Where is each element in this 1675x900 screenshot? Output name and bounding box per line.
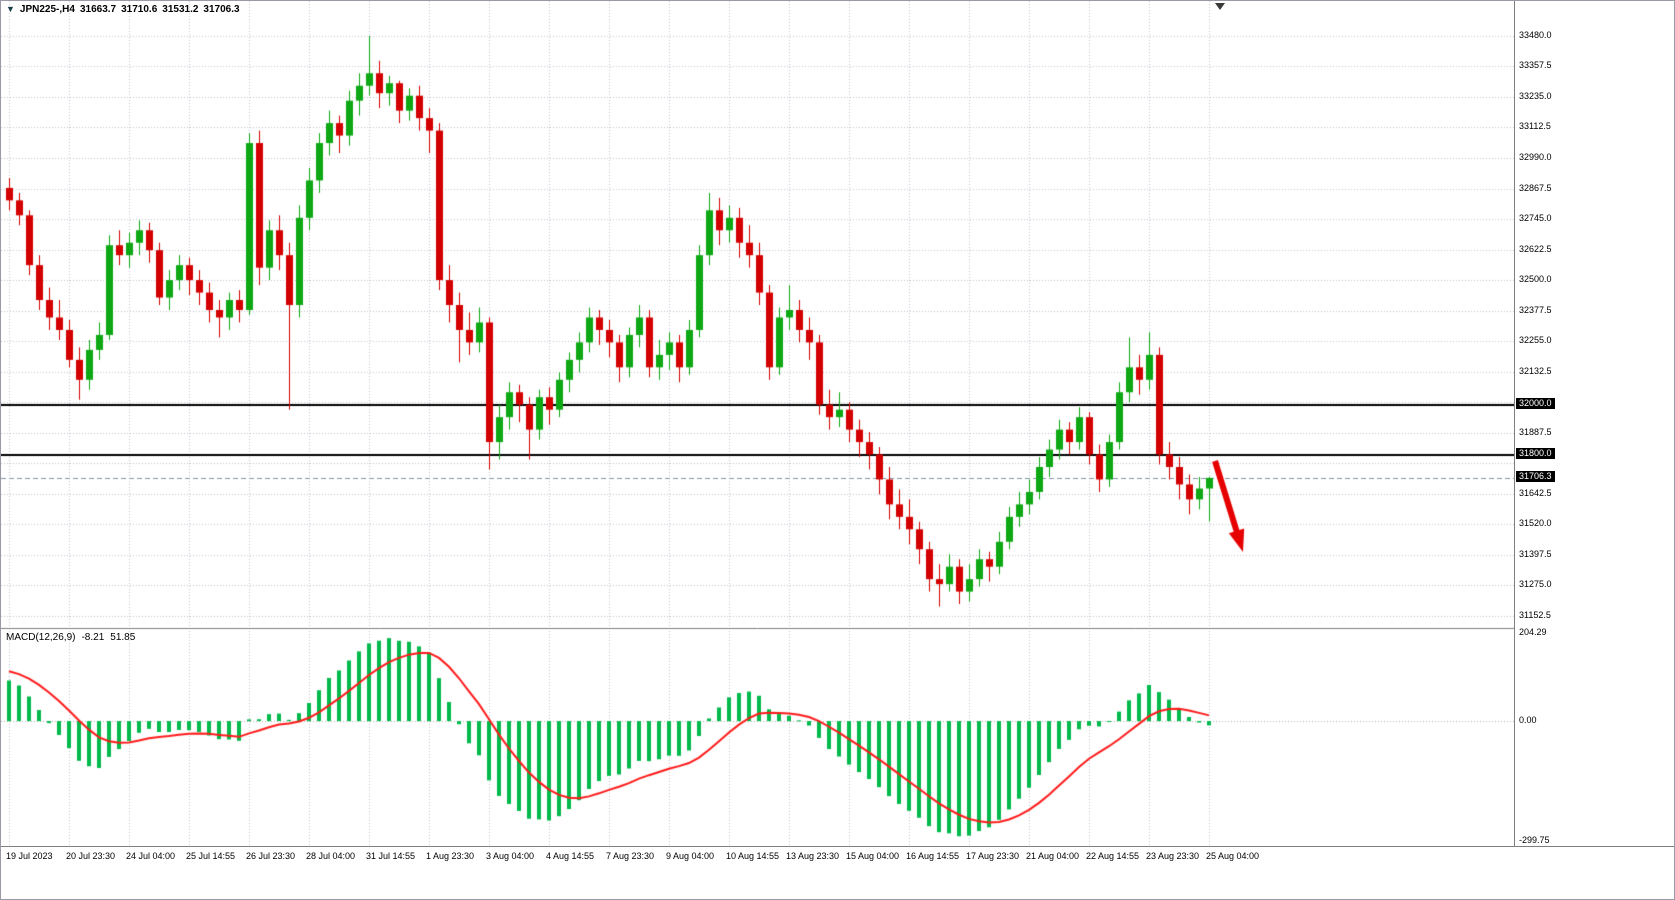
macd-value: -8.21 [81, 632, 105, 643]
price-axis-label: 32745.0 [1519, 213, 1552, 224]
time-axis-label: 19 Jul 2023 [6, 851, 53, 861]
macd-name: MACD(12,26,9) [6, 632, 76, 643]
time-axis-label: 21 Aug 04:00 [1026, 851, 1080, 861]
ohlc-low: 31531.2 [162, 4, 199, 15]
ohlc-close: 31706.3 [203, 4, 240, 15]
price-chart-canvas[interactable] [1, 1, 1514, 846]
price-axis-label: 32622.5 [1519, 243, 1552, 254]
chart-shift-marker-icon[interactable] [1215, 3, 1225, 10]
price-axis-label: 31642.5 [1519, 487, 1552, 498]
price-axis[interactable]: 33480.0 33357.5 33235.0 33112.5 32990.0 32867… [1514, 1, 1674, 846]
time-axis-label: 13 Aug 23:30 [786, 851, 840, 861]
time-axis-label: 28 Jul 04:00 [306, 851, 356, 861]
ohlc-open: 31663.7 [79, 4, 117, 15]
price-level-label: 31800.0 [1516, 447, 1555, 459]
price-axis-label: 32500.0 [1519, 274, 1552, 285]
time-axis-label: 17 Aug 23:30 [966, 851, 1020, 861]
time-axis-label: 7 Aug 23:30 [606, 851, 655, 861]
macd-axis-label: 204.29 [1519, 627, 1547, 637]
time-axis-label: 20 Jul 23:30 [66, 851, 116, 861]
current-price-label: 31706.3 [1516, 470, 1555, 482]
time-axis-label: 16 Aug 14:55 [906, 851, 960, 861]
time-axis-label: 10 Aug 14:55 [726, 851, 780, 861]
time-axis-label: 3 Aug 04:00 [486, 851, 535, 861]
time-axis-label: 22 Aug 14:55 [1086, 851, 1140, 861]
time-axis[interactable]: 19 Jul 2023 20 Jul 23:30 24 Jul 04:00 25 Ju… [1, 846, 1674, 871]
time-axis-label: 4 Aug 14:55 [546, 851, 595, 861]
chart-header: ▼ JPN225-,H4 31663.7 31710.6 31531.2 31706.3 [6, 4, 245, 15]
time-axis-label: 24 Jul 04:00 [126, 851, 176, 861]
price-axis-label: 31397.5 [1519, 548, 1552, 559]
price-axis-label: 33357.5 [1519, 60, 1552, 71]
time-axis-label: 25 Aug 04:00 [1206, 851, 1260, 861]
price-axis-label: 32377.5 [1519, 304, 1552, 315]
time-axis-label: 23 Aug 23:30 [1146, 851, 1200, 861]
time-axis-label: 25 Jul 14:55 [186, 851, 236, 861]
symbol-timeframe-label: JPN225-,H4 [19, 4, 75, 15]
price-axis-label: 31520.0 [1519, 518, 1552, 529]
macd-axis-label: -299.75 [1519, 835, 1550, 845]
price-axis-label: 32255.0 [1519, 335, 1552, 346]
macd-indicator-label: MACD(12,26,9) -8.21 51.85 [6, 632, 141, 643]
time-axis-label: 26 Jul 23:30 [246, 851, 296, 861]
price-axis-label: 31887.5 [1519, 426, 1552, 437]
ohlc-high: 31710.6 [121, 4, 158, 15]
price-axis-label: 32990.0 [1519, 152, 1552, 162]
time-axis-label: 9 Aug 04:00 [666, 851, 715, 861]
symbol-dropdown-icon[interactable]: ▼ [6, 4, 15, 14]
price-axis-label: 33235.0 [1519, 90, 1552, 101]
macd-axis-label: 0.00 [1519, 715, 1537, 726]
macd-signal-value: 51.85 [110, 632, 136, 643]
price-axis-label: 33480.0 [1519, 29, 1552, 40]
time-axis-label: 15 Aug 04:00 [846, 851, 900, 861]
price-axis-label: 32867.5 [1519, 182, 1552, 193]
price-axis-label: 33112.5 [1519, 121, 1551, 132]
time-axis-label: 1 Aug 23:30 [426, 851, 475, 861]
time-axis-label: 31 Jul 14:55 [366, 851, 416, 861]
price-axis-label: 32132.5 [1519, 365, 1552, 376]
price-level-label: 32000.0 [1516, 397, 1555, 409]
price-axis-label: 31275.0 [1519, 579, 1552, 590]
price-axis-label: 31152.5 [1519, 609, 1551, 620]
